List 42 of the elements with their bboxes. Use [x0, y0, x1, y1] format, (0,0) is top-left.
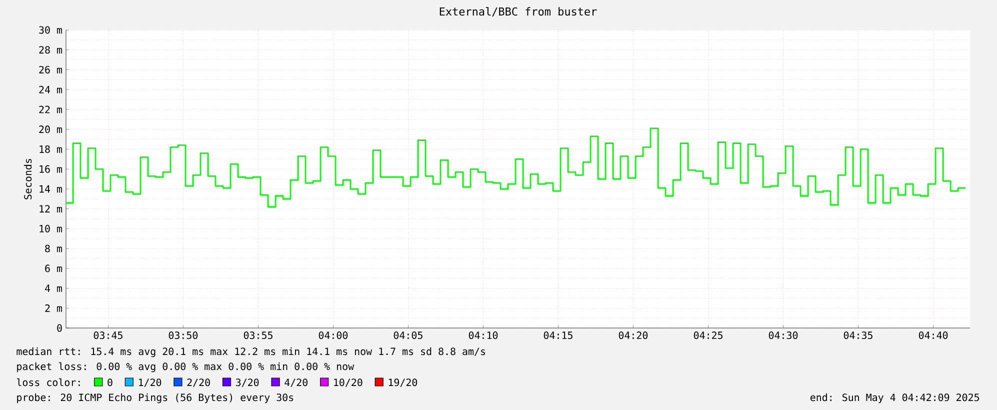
y-tick-label: 22 m: [39, 106, 62, 114]
text: packet loss: 0.00 % avg 0.00 % max 0.00 % min 0.00 % now: [17, 362, 354, 372]
x-tick-label: 04:00: [318, 332, 348, 340]
y-tick-label: 26 m: [39, 66, 62, 74]
legend-title: loss color:: [16, 378, 80, 386]
y-tick-label: 30 m: [39, 26, 62, 34]
y-tick-label: 8 m: [45, 244, 62, 252]
y-tick-label: 28 m: [39, 46, 62, 54]
legend-label: 4/20: [284, 378, 308, 387]
x-tick-label: 04:10: [468, 332, 498, 340]
y-tick-label: 6 m: [45, 264, 62, 272]
y-tick-label: 2 m: [45, 304, 62, 312]
text: end: Sun May 4 04:42:09 2025: [810, 393, 979, 404]
y-tick-label: 4 m: [44, 284, 62, 292]
x-tick-label: 04:35: [844, 332, 872, 340]
y-tick-label: 24 m: [39, 86, 62, 94]
y-tick-label: 20 m: [39, 126, 62, 134]
y-tick-label: 10 m: [40, 224, 62, 232]
y-axis-title: Seconds: [24, 158, 32, 200]
x-tick-label: 04:25: [694, 332, 722, 340]
x-tick-label: 03:55: [244, 332, 272, 340]
text: median rtt: 15.4 ms avg 20.1 ms max 12.2 ms min 14.1 ms now 1.7 ms sd 8.8 am/s: [16, 347, 486, 358]
x-tick-label: 04:05: [394, 332, 422, 340]
y-tick-label: 14 m: [40, 185, 62, 193]
x-tick-label: 03:50: [168, 332, 198, 340]
x-tick-label: 04:20: [618, 332, 648, 340]
y-tick-label: 18 m: [40, 145, 62, 153]
y-tick-label: 0: [57, 324, 62, 332]
x-tick-label: 04:15: [544, 332, 572, 340]
legend-label: 0: [108, 378, 112, 386]
x-tick-label: 03:45: [94, 332, 122, 340]
y-tick-label: 16 m: [40, 165, 62, 173]
text: probe: 20 ICMP Echo Pings (56 Bytes) every 30s: [17, 393, 294, 404]
legend-label: 2/20: [187, 378, 210, 387]
legend-label: 3/20: [236, 378, 259, 387]
chart-title: External/BBC from buster: [440, 7, 597, 16]
x-tick-label: 04:40: [918, 332, 948, 340]
legend-label: 1/20: [138, 378, 162, 387]
legend-label: 19/20: [388, 378, 418, 387]
legend-label: 10/20: [334, 378, 362, 387]
x-tick-label: 04:30: [768, 332, 798, 340]
y-tick-label: 12 m: [40, 205, 62, 212]
